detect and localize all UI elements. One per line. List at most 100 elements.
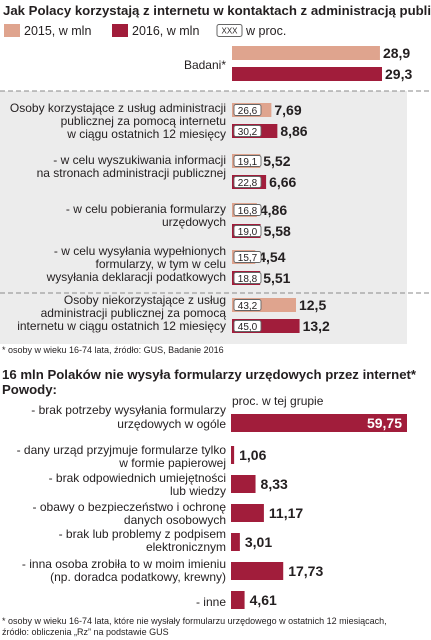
legend-label-2016: 2016, w mln bbox=[132, 24, 199, 38]
reason-value: 59,75 bbox=[367, 415, 402, 431]
group-label-line: Osoby korzystające z usług administracji bbox=[10, 101, 226, 115]
chart2-footnote-line: źródło: obliczenia „Rz” na podstawie GUS bbox=[2, 627, 169, 637]
percent-box-2015 bbox=[233, 155, 262, 167]
legend-swatch-2016 bbox=[112, 24, 128, 37]
group-label-line: administracji publicznej za pomocą bbox=[41, 306, 227, 320]
group-label-line: - w celu wysyłania wypełnionych bbox=[54, 244, 226, 258]
reason-value: 8,33 bbox=[261, 476, 288, 492]
chart1-title: Jak Polacy korzystają z internetu w kont… bbox=[3, 3, 431, 18]
percent-box-2016 bbox=[233, 225, 262, 237]
group-label-line: - w celu pobierania formularzy bbox=[66, 202, 226, 216]
bar-value-2015: 28,9 bbox=[383, 45, 410, 61]
percent-value-2016: 30,2 bbox=[238, 127, 258, 138]
reason-label-line: danych osobowych bbox=[124, 513, 226, 527]
legend-swatch-2015 bbox=[4, 24, 20, 37]
bar-value-2016: 5,58 bbox=[264, 223, 291, 239]
bar-value-2016: 8,86 bbox=[280, 123, 307, 139]
legend-percent-sample-text: XXX bbox=[221, 27, 238, 36]
reason-label-line: - obawy o bezpieczeństwo i ochronę bbox=[33, 500, 227, 514]
chart1-legend: 2015, w mln 2016, w mln XXX w proc. bbox=[4, 24, 286, 38]
group-label-line: internetu w ciągu ostatnich 12 miesięcy bbox=[17, 319, 226, 333]
percent-value-2016: 18,8 bbox=[238, 274, 258, 285]
chart1-footnote: * osoby w wieku 16-74 lata, źródło: GUS,… bbox=[2, 345, 224, 355]
chart2-row: - brak lub problemy z podpisemelektronic… bbox=[59, 527, 273, 554]
percent-box-2015 bbox=[233, 104, 262, 116]
chart2-subtitle: Powody: bbox=[2, 382, 57, 397]
chart2-row: - inne 4,61 bbox=[196, 591, 277, 609]
bar-value-2016: 29,3 bbox=[385, 66, 412, 82]
bar-value-2016: 13,2 bbox=[303, 318, 330, 334]
bar-value-2015: 4,86 bbox=[260, 202, 287, 218]
bar-value-2016: 5,51 bbox=[263, 270, 290, 286]
legend-percent-sample bbox=[216, 24, 243, 37]
bar-value-2015: 12,5 bbox=[299, 297, 326, 313]
percent-box-2016 bbox=[233, 272, 262, 284]
bar-2016 bbox=[232, 67, 382, 81]
group-label-line: urzędowych bbox=[162, 215, 226, 229]
reason-bar bbox=[231, 446, 235, 464]
percent-box-2015 bbox=[233, 299, 262, 311]
reason-value: 3,01 bbox=[245, 534, 272, 550]
percent-value-2016: 45,0 bbox=[238, 322, 258, 333]
reason-label-line: - inne bbox=[196, 595, 226, 609]
reason-label-line: (np. doradca podatkowy, krewny) bbox=[50, 570, 226, 584]
bar-2015 bbox=[232, 46, 380, 60]
reason-label-line: urzędowych w ogóle bbox=[117, 417, 226, 431]
percent-box-2016 bbox=[233, 320, 262, 332]
reason-value: 17,73 bbox=[288, 563, 323, 579]
reason-value: 4,61 bbox=[250, 592, 277, 608]
reason-bar bbox=[231, 591, 245, 609]
chart1-panel bbox=[0, 91, 407, 344]
reason-bar bbox=[231, 562, 284, 580]
group-label-line: Badani* bbox=[184, 58, 226, 72]
percent-box-2016 bbox=[233, 125, 262, 137]
reason-label-line: - brak lub problemy z podpisem bbox=[59, 527, 226, 541]
chart2-row: - inna osoba zrobiła to w moim imieniu(n… bbox=[22, 557, 324, 584]
legend-label-2015: 2015, w mln bbox=[24, 24, 91, 38]
reason-label-line: w formie papierowej bbox=[118, 456, 226, 470]
reason-bar bbox=[231, 533, 240, 551]
reason-value: 11,17 bbox=[269, 505, 303, 521]
group-label-line: publicznej za pomocą internetu bbox=[61, 114, 226, 128]
percent-box-2015 bbox=[233, 251, 262, 263]
bar-value-2016: 6,66 bbox=[269, 174, 296, 190]
chart2-row: - brak potrzeby wysyłania formularzyurzę… bbox=[31, 403, 407, 432]
reason-label-line: - inna osoba zrobiła to w moim imieniu bbox=[22, 557, 226, 571]
bar-value-2015: 4,54 bbox=[258, 249, 285, 265]
percent-value-2016: 19,0 bbox=[238, 227, 258, 238]
reason-value: 1,06 bbox=[239, 447, 266, 463]
chart2-column-header: proc. w tej grupie bbox=[232, 394, 324, 408]
group-label-line: w ciągu ostatnich 12 miesięcy bbox=[66, 127, 226, 141]
percent-value-2015: 15,7 bbox=[238, 253, 258, 264]
reason-bar bbox=[231, 414, 407, 432]
percent-value-2015: 43,2 bbox=[238, 301, 258, 312]
chart2-row: - dany urząd przyjmuje formularze tylkow… bbox=[17, 443, 267, 470]
reason-label-line: elektronicznym bbox=[146, 540, 226, 554]
reason-label-line: lub wiedzy bbox=[170, 484, 226, 498]
chart1-group: Osoby korzystające z usług administracji… bbox=[10, 101, 308, 141]
chart1-group: Osoby niekorzystające z usługadministrac… bbox=[17, 293, 330, 334]
percent-value-2015: 16,8 bbox=[238, 206, 258, 217]
reason-bar bbox=[231, 504, 264, 522]
bar-value-2015: 7,69 bbox=[274, 102, 301, 118]
percent-box-2015 bbox=[233, 204, 262, 216]
reason-bar bbox=[231, 475, 256, 493]
reason-label-line: - brak odpowiednich umiejętności bbox=[49, 471, 226, 485]
reason-label-line: - dany urząd przyjmuje formularze tylko bbox=[17, 443, 227, 457]
percent-value-2015: 19,1 bbox=[238, 157, 258, 168]
group-label-line: formularzy, w tym w celu bbox=[96, 257, 226, 271]
chart1-group: - w celu pobierania formularzyurzędowych… bbox=[66, 202, 291, 239]
percent-value-2015: 26,6 bbox=[238, 106, 258, 117]
chart1-group: Badani* 28,9 29,3 bbox=[184, 45, 413, 82]
group-label-line: na stronach administracji publicznej bbox=[37, 166, 226, 180]
percent-value-2016: 22,8 bbox=[238, 178, 258, 189]
chart2-title: 16 mln Polaków nie wysyła formularzy urz… bbox=[2, 367, 417, 382]
group-label-line: wysyłania deklaracji podatkowych bbox=[46, 270, 226, 284]
reason-label-line: - brak potrzeby wysyłania formularzy bbox=[31, 403, 226, 417]
percent-box-2016 bbox=[233, 176, 262, 188]
bar-value-2015: 5,52 bbox=[263, 153, 290, 169]
group-label-line: - w celu wyszukiwania informacji bbox=[53, 153, 226, 167]
